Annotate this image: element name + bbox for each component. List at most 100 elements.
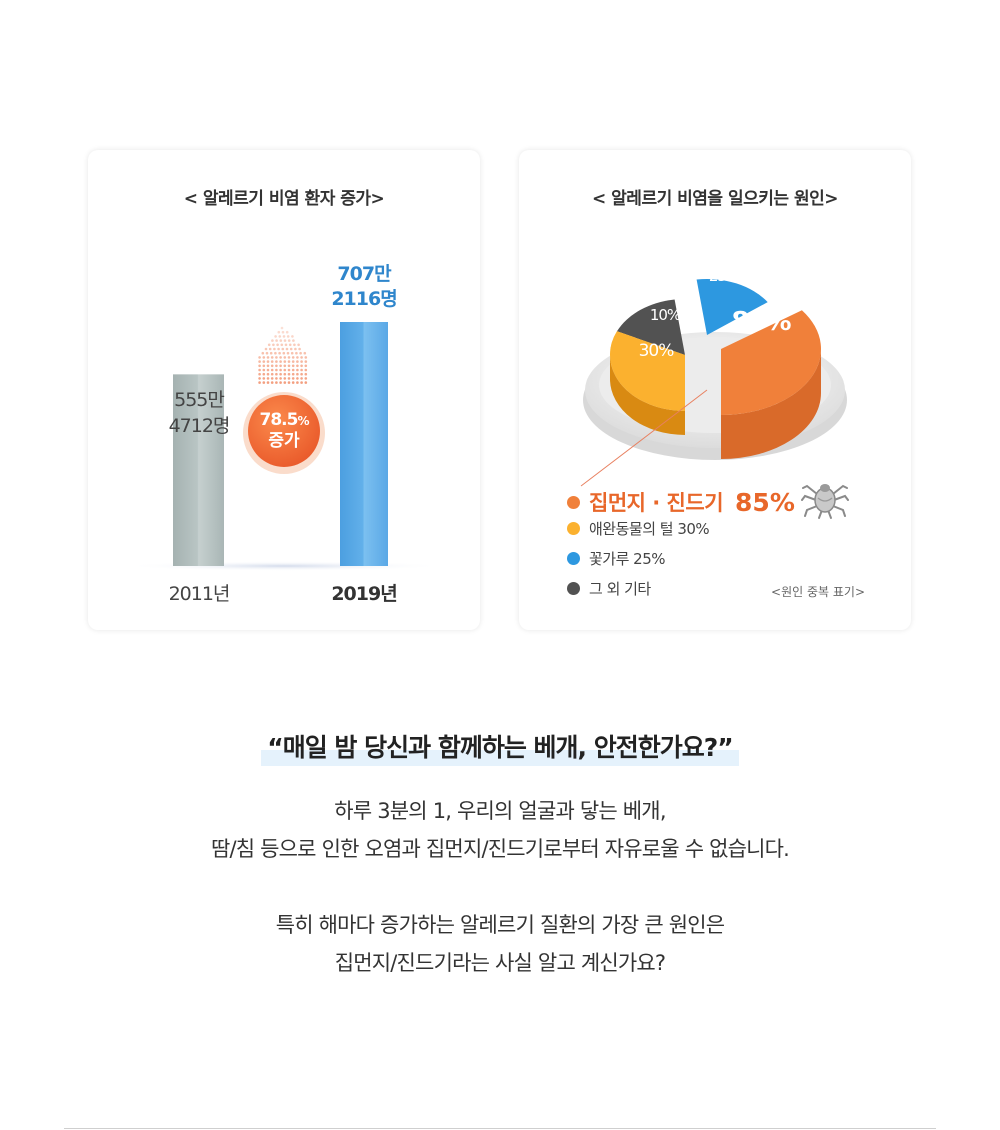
arrow-dot — [304, 356, 308, 359]
arrow-dot — [270, 364, 274, 368]
arrow-dot — [258, 381, 261, 384]
legend-label: 꽃가루 25% — [589, 550, 666, 568]
bottom-divider — [64, 1128, 936, 1129]
pie-data-label: 85% — [731, 307, 791, 337]
arrow-dot — [262, 381, 266, 384]
arrow-dot — [296, 372, 299, 376]
pie-data-label: 25% — [709, 267, 740, 285]
arrow-dot — [258, 360, 261, 363]
arrow-dot — [275, 360, 278, 363]
bar-2019 — [340, 322, 388, 566]
arrow-dot — [279, 364, 282, 368]
arrow-dot — [300, 381, 303, 384]
pie-slice-side — [610, 355, 685, 435]
arrow-dot — [279, 356, 282, 359]
arrow-dot — [262, 364, 266, 368]
patient-increase-card: < 알레르기 비염 환자 증가> 555만 4712명 707만 2116명 — [88, 150, 480, 630]
arrow-dot — [293, 343, 296, 347]
x-tick-2011: 2011년 — [169, 583, 230, 605]
bar-chart-title: < 알레르기 비염 환자 증가> — [183, 189, 385, 209]
legend-marker — [567, 552, 580, 565]
headline: “매일 밤 당신과 함께하는 베개, 안전한가요?” — [0, 728, 1000, 766]
duplicate-count-note: <원인 중복 표기> — [771, 585, 865, 599]
arrow-dot — [258, 377, 261, 380]
arrow-dot — [262, 368, 266, 372]
arrow-dot — [270, 377, 274, 380]
arrow-dot — [304, 364, 308, 368]
arrow-dot — [295, 351, 298, 355]
paragraph-1-line-1: 하루 3분의 1, 우리의 얼굴과 닿는 베개, — [334, 799, 666, 823]
arrow-dot — [298, 347, 301, 351]
arrow-dot — [268, 347, 272, 351]
arrow-dot — [296, 360, 299, 363]
legend-marker — [567, 522, 580, 535]
increase-badge-text: 증가 — [268, 431, 300, 451]
pie-chart-title: < 알레르기 비염을 일으키는 원인> — [592, 189, 838, 209]
arrow-dot — [286, 351, 290, 355]
pie-slice-애완동물의 털 — [610, 355, 685, 411]
arrow-dot — [282, 351, 286, 355]
paragraph-1-line-2: 땀/침 등으로 인한 오염과 집먼지/진드기로부터 자유로울 수 없습니다. — [210, 837, 790, 861]
arrow-dot — [304, 360, 308, 363]
legend-item-pollen: 꽃가루 25% — [567, 548, 666, 569]
increase-badge — [248, 395, 320, 467]
arrow-dot — [291, 377, 295, 380]
arrow-dot — [296, 364, 299, 368]
arrow-dot — [275, 356, 278, 359]
arrow-dot — [262, 372, 266, 376]
arrow-dot — [280, 343, 284, 347]
pie-slice-그 외 기타 — [617, 299, 685, 355]
arrow-dot — [277, 347, 280, 351]
arrow-dot — [289, 347, 293, 351]
arrow-dot — [282, 335, 286, 338]
paragraph-2-line-1: 특히 해마다 증가하는 알레르기 질환의 가장 큰 원인은 — [275, 913, 725, 937]
pie-chart: 85% 30% 25% 10% — [580, 267, 847, 487]
legend-item-dust-mites: 집먼지 · 진드기 85% — [567, 480, 849, 524]
arrow-dot — [266, 372, 270, 376]
arrow-dot — [304, 368, 308, 372]
arrow-dot — [262, 356, 266, 359]
arrow-dot — [278, 335, 282, 338]
legend-item-other: 그 외 기타 — [567, 578, 651, 599]
arrow-dot — [291, 368, 295, 372]
arrow-dot — [279, 360, 282, 363]
arrow-dot — [291, 372, 295, 376]
legend-marker — [567, 582, 580, 595]
arrow-dot — [275, 377, 278, 380]
arrow-dot — [300, 372, 303, 376]
arrow-dot — [291, 360, 295, 363]
arrow-dot — [287, 372, 291, 376]
arrow-dot — [266, 364, 270, 368]
arrow-dot — [279, 381, 282, 384]
arrow-dot — [281, 330, 285, 334]
arrow-dot — [294, 347, 297, 351]
arrow-dot — [287, 381, 291, 384]
pie-data-label: 30% — [639, 341, 675, 361]
arrow-dot — [266, 381, 270, 384]
bar-2011 — [173, 374, 224, 566]
arrow-dot — [288, 343, 292, 347]
arrow-dot — [291, 364, 295, 368]
paragraph-2: 특히 해마다 증가하는 알레르기 질환의 가장 큰 원인은 집먼지/진드기라는 … — [0, 906, 1000, 982]
legend-value: 85% — [735, 487, 795, 517]
x-tick-2019: 2019년 — [331, 583, 396, 605]
pie-slice-side — [721, 349, 821, 459]
arrow-dot — [265, 351, 269, 355]
legend-item-pet-hair: 애완동물의 털 30% — [567, 518, 710, 539]
arrow-dot — [284, 343, 288, 347]
arrow-dot — [279, 372, 282, 376]
arrow-dot — [269, 351, 273, 355]
arrow-dot — [283, 368, 287, 372]
pie-data-label: 10% — [650, 306, 681, 324]
legend-label: 집먼지 · 진드기 — [589, 491, 724, 515]
arrow-dot — [287, 368, 291, 372]
arrow-dot — [287, 360, 291, 363]
arrow-dot — [286, 335, 290, 338]
arrow-dot — [276, 343, 279, 347]
arrow-dot — [267, 343, 271, 347]
arrow-dot — [274, 335, 277, 338]
arrow-dot — [279, 377, 282, 380]
arrow-dot — [300, 356, 303, 359]
pie-slice-집먼지 · 진드기 — [721, 310, 822, 415]
arrow-dot — [277, 330, 281, 334]
